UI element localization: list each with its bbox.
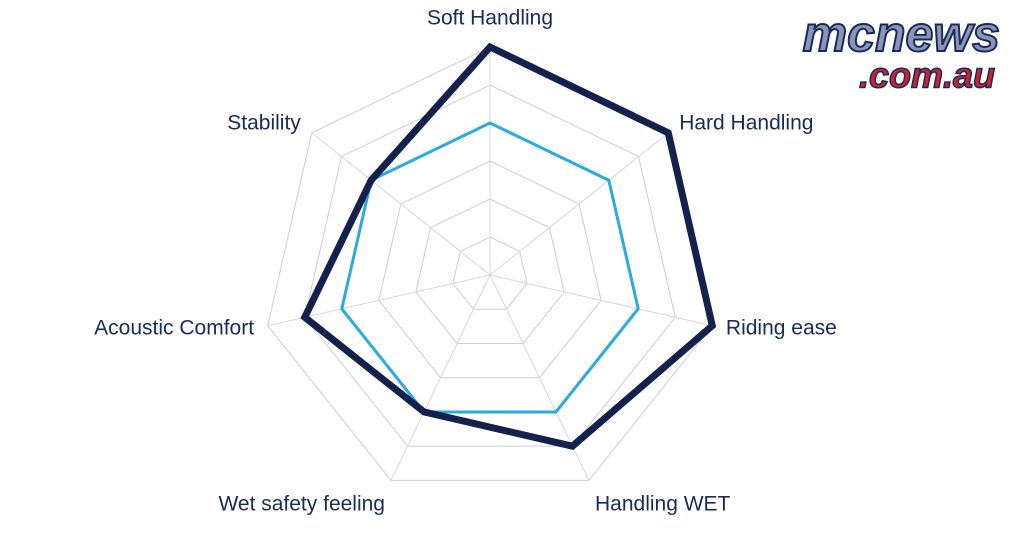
series-line [340,121,640,414]
spoke [390,274,491,481]
spoke [489,274,713,327]
category-label: Stability [227,112,301,135]
grid-ring [415,198,565,344]
category-label: Acoustic Comfort [94,316,254,339]
grid-ring [452,236,528,310]
spoke [311,132,491,276]
grid-ring [304,84,676,447]
logo-bottom: .com.au [859,55,995,96]
category-label: Soft Handling [427,7,553,30]
spoke [489,132,669,276]
category-label: Wet safety feeling [218,493,385,516]
category-label: Riding ease [726,316,837,339]
series-line [300,42,717,450]
category-label: Hard Handling [679,112,813,135]
logo: mcnews .com.au [802,5,1001,96]
grid-ring [378,160,602,379]
category-label: Handling WET [595,493,731,516]
logo-top: mcnews [803,6,1000,62]
